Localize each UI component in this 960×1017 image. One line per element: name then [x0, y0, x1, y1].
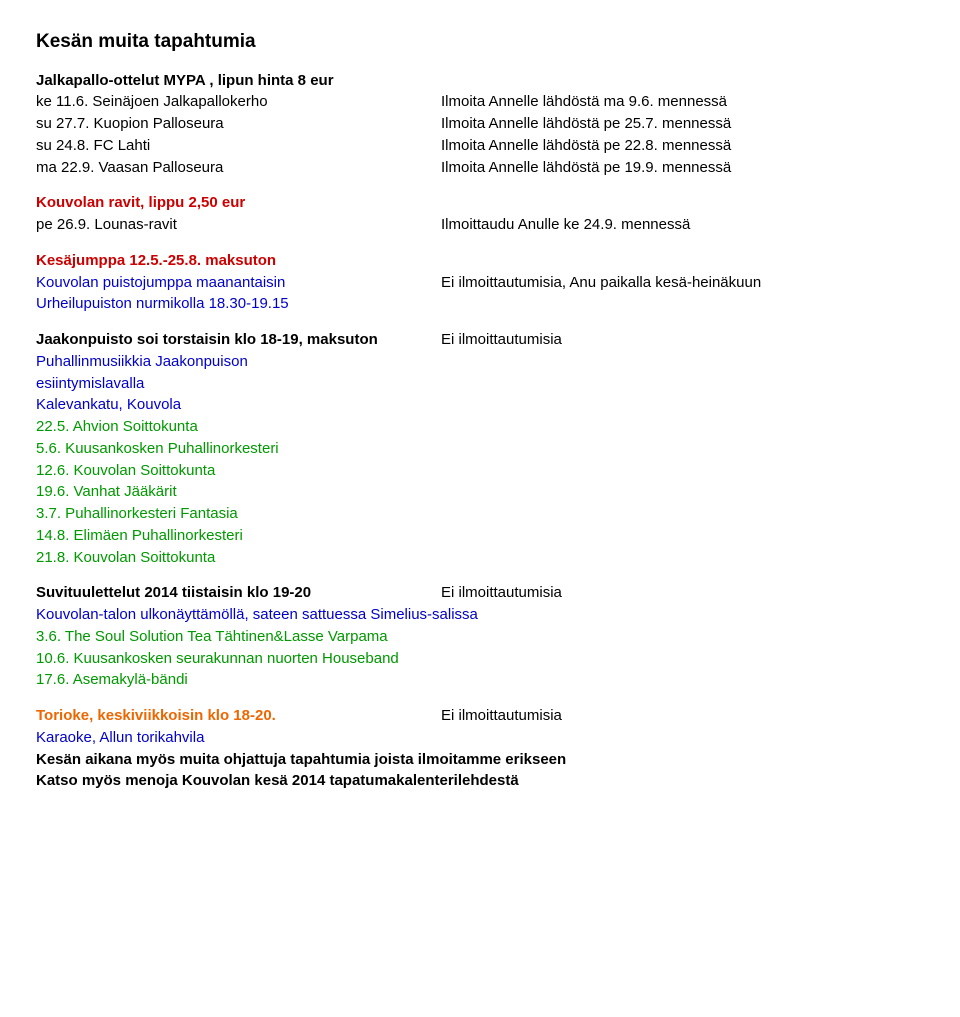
jaakonpuisto-item: 5.6. Kuusankosken Puhallinorkesteri: [36, 438, 924, 460]
torioke-note2: Katso myös menoja Kouvolan kesä 2014 tap…: [36, 770, 924, 792]
suvi-item: 10.6. Kuusankosken seurakunnan nuorten H…: [36, 648, 924, 670]
torioke-sub: Karaoke, Allun torikahvila: [36, 727, 924, 749]
jaakonpuisto-sub2: esiintymislavalla: [36, 373, 924, 395]
section-ravit: Kouvolan ravit, lippu 2,50 eur pe 26.9. …: [36, 192, 924, 236]
jaakonpuisto-item: 22.5. Ahvion Soittokunta: [36, 416, 924, 438]
torioke-header-right: Ei ilmoittautumisia: [441, 705, 924, 727]
jaakonpuisto-item: 12.6. Kouvolan Soittokunta: [36, 460, 924, 482]
jaakonpuisto-item: 14.8. Elimäen Puhallinorkesteri: [36, 525, 924, 547]
section-torioke: Torioke, keskiviikkoisin klo 18-20. Ei i…: [36, 705, 924, 792]
football-row-right: Ilmoita Annelle lähdöstä pe 25.7. mennes…: [441, 113, 924, 135]
football-header: Jalkapallo-ottelut MYPA , lipun hinta 8 …: [36, 70, 924, 92]
kesajumppa-l2: Urheilupuiston nurmikolla 18.30-19.15: [36, 293, 924, 315]
kesajumppa-header: Kesäjumppa 12.5.-25.8. maksuton: [36, 250, 924, 272]
section-suvituulettelut: Suvituulettelut 2014 tiistaisin klo 19-2…: [36, 582, 924, 691]
jaakonpuisto-sub1: Puhallinmusiikkia Jaakonpuison: [36, 351, 924, 373]
kesajumppa-l1-right: Ei ilmoittautumisia, Anu paikalla kesä-h…: [441, 272, 924, 294]
jaakonpuisto-item: 3.7. Puhallinorkesteri Fantasia: [36, 503, 924, 525]
jaakonpuisto-header-left: Jaakonpuisto soi torstaisin klo 18-19, m…: [36, 329, 441, 351]
football-row: su 24.8. FC LahtiIlmoita Annelle lähdöst…: [36, 135, 924, 157]
football-row-right: Ilmoita Annelle lähdöstä pe 22.8. mennes…: [441, 135, 924, 157]
jaakonpuisto-header-right: Ei ilmoittautumisia: [441, 329, 924, 351]
section-kesajumppa: Kesäjumppa 12.5.-25.8. maksuton Kouvolan…: [36, 250, 924, 315]
ravit-right: Ilmoittaudu Anulle ke 24.9. mennessä: [441, 214, 924, 236]
section-jaakonpuisto: Jaakonpuisto soi torstaisin klo 18-19, m…: [36, 329, 924, 568]
suvi-item: 3.6. The Soul Solution Tea Tähtinen&Lass…: [36, 626, 924, 648]
ravit-header: Kouvolan ravit, lippu 2,50 eur: [36, 192, 924, 214]
ravit-left: pe 26.9. Lounas-ravit: [36, 214, 441, 236]
football-row-left: ma 22.9. Vaasan Palloseura: [36, 157, 441, 179]
suvi-sub: Kouvolan-talon ulkonäyttämöllä, sateen s…: [36, 604, 924, 626]
football-row: su 27.7. Kuopion PalloseuraIlmoita Annel…: [36, 113, 924, 135]
football-row-left: su 24.8. FC Lahti: [36, 135, 441, 157]
suvi-header-left: Suvituulettelut 2014 tiistaisin klo 19-2…: [36, 582, 441, 604]
jaakonpuisto-sub3: Kalevankatu, Kouvola: [36, 394, 924, 416]
torioke-note1: Kesän aikana myös muita ohjattuja tapaht…: [36, 749, 924, 771]
page-title: Kesän muita tapahtumia: [36, 28, 924, 56]
football-row: ma 22.9. Vaasan PalloseuraIlmoita Annell…: [36, 157, 924, 179]
football-row-left: su 27.7. Kuopion Palloseura: [36, 113, 441, 135]
football-row-right: Ilmoita Annelle lähdöstä ma 9.6. menness…: [441, 91, 924, 113]
football-row-left: ke 11.6. Seinäjoen Jalkapallokerho: [36, 91, 441, 113]
torioke-header-left: Torioke, keskiviikkoisin klo 18-20.: [36, 705, 441, 727]
football-row-right: Ilmoita Annelle lähdöstä pe 19.9. mennes…: [441, 157, 924, 179]
section-football: Jalkapallo-ottelut MYPA , lipun hinta 8 …: [36, 70, 924, 179]
jaakonpuisto-item: 19.6. Vanhat Jääkärit: [36, 481, 924, 503]
football-row: ke 11.6. Seinäjoen JalkapallokerhoIlmoit…: [36, 91, 924, 113]
jaakonpuisto-item: 21.8. Kouvolan Soittokunta: [36, 547, 924, 569]
kesajumppa-l1-left: Kouvolan puistojumppa maanantaisin: [36, 272, 441, 294]
suvi-item: 17.6. Asemakylä-bändi: [36, 669, 924, 691]
suvi-header-right: Ei ilmoittautumisia: [441, 582, 924, 604]
